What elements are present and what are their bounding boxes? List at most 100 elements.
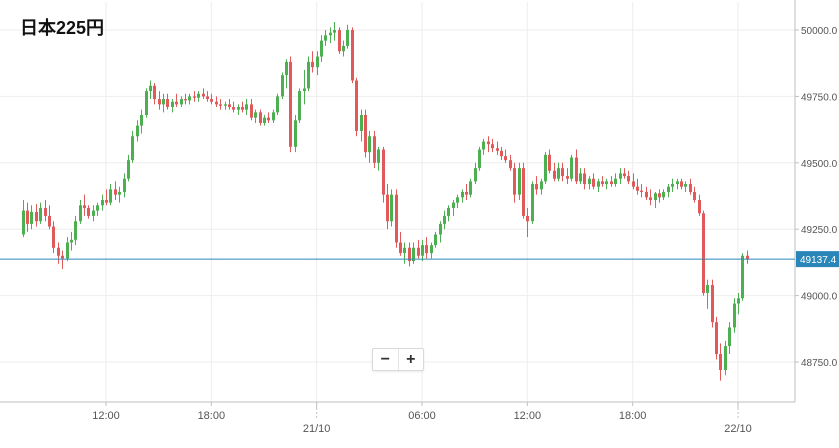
candle-body bbox=[434, 234, 437, 246]
candle bbox=[158, 91, 161, 110]
candle-body bbox=[136, 125, 139, 137]
candle bbox=[105, 189, 108, 206]
candle bbox=[583, 168, 586, 190]
candle-body bbox=[175, 101, 178, 105]
candle bbox=[461, 189, 464, 203]
candle-body bbox=[548, 154, 551, 171]
candle bbox=[698, 194, 701, 216]
candle-body bbox=[74, 221, 77, 240]
current-price-label: 49137.4 bbox=[800, 255, 837, 266]
candle bbox=[706, 279, 709, 309]
candle bbox=[658, 189, 661, 203]
candle bbox=[610, 176, 613, 187]
candle-body bbox=[311, 61, 314, 68]
candle bbox=[320, 35, 323, 62]
candle bbox=[627, 170, 630, 185]
candle-body bbox=[35, 211, 38, 222]
candle bbox=[83, 194, 86, 216]
zoom-in-button[interactable]: + bbox=[397, 349, 424, 370]
candle bbox=[592, 173, 595, 190]
x-tick-label: 22/10 bbox=[724, 423, 752, 435]
candle bbox=[605, 178, 608, 190]
candle-body bbox=[202, 93, 205, 97]
candle-body bbox=[245, 104, 248, 110]
candle bbox=[368, 130, 371, 163]
minus-icon: − bbox=[380, 350, 390, 368]
candle-body bbox=[474, 168, 477, 182]
candle-body bbox=[105, 199, 108, 203]
candle bbox=[342, 40, 345, 57]
candle bbox=[465, 184, 468, 200]
candle bbox=[303, 69, 306, 105]
candle bbox=[667, 184, 670, 198]
candle bbox=[281, 72, 284, 100]
candle-body bbox=[118, 192, 121, 195]
candle-body bbox=[579, 173, 582, 182]
candle-body bbox=[399, 242, 402, 254]
candle bbox=[632, 173, 635, 190]
candle bbox=[162, 93, 165, 113]
candle bbox=[456, 194, 459, 208]
x-tick-label: 21/10 bbox=[303, 423, 331, 435]
candle-body bbox=[496, 148, 499, 151]
candle bbox=[254, 109, 257, 123]
candle-body bbox=[351, 30, 354, 81]
candle-body bbox=[535, 184, 538, 190]
candle-body bbox=[193, 96, 196, 98]
candle bbox=[597, 178, 600, 193]
candle-body bbox=[711, 284, 714, 323]
candle-body bbox=[109, 189, 112, 203]
candle bbox=[417, 239, 420, 259]
candle bbox=[136, 120, 139, 142]
plus-icon: + bbox=[406, 350, 416, 368]
x-tick-label: 06:00 bbox=[408, 410, 436, 422]
candle-body bbox=[540, 181, 543, 190]
candle bbox=[500, 146, 503, 161]
candle bbox=[535, 176, 538, 195]
candle-body bbox=[469, 181, 472, 195]
candle bbox=[224, 101, 227, 110]
zoom-out-button[interactable]: − bbox=[373, 349, 398, 370]
candle-body bbox=[597, 181, 600, 187]
candle-body bbox=[210, 99, 213, 102]
candle-body bbox=[421, 245, 424, 256]
candle-body bbox=[254, 112, 257, 118]
candle-body bbox=[114, 189, 117, 195]
candle bbox=[250, 99, 253, 121]
candle-body bbox=[601, 181, 604, 185]
candle bbox=[145, 88, 148, 118]
candle-body bbox=[272, 112, 275, 121]
candle bbox=[26, 202, 29, 232]
candle bbox=[237, 104, 240, 115]
candle bbox=[662, 189, 665, 200]
x-tick-label: 18:00 bbox=[619, 410, 647, 422]
candle-body bbox=[158, 99, 161, 105]
candle bbox=[715, 316, 718, 360]
candle bbox=[566, 168, 569, 185]
candle bbox=[30, 205, 33, 230]
candle bbox=[390, 189, 393, 227]
candle-body bbox=[733, 303, 736, 328]
candle bbox=[39, 202, 42, 224]
candle bbox=[421, 239, 424, 262]
chart-title: 日本225円 bbox=[20, 18, 105, 38]
candle-body bbox=[329, 32, 332, 36]
candle bbox=[733, 298, 736, 333]
candle-body bbox=[509, 160, 512, 169]
candle-body bbox=[298, 91, 301, 121]
candle bbox=[74, 215, 77, 246]
y-tick-label: 50000.0 bbox=[801, 26, 838, 37]
candle bbox=[408, 242, 411, 267]
candle bbox=[689, 178, 692, 195]
candle bbox=[70, 231, 73, 251]
candle bbox=[636, 178, 639, 195]
candle-body bbox=[294, 120, 297, 147]
candle-body bbox=[680, 181, 683, 187]
candle-body bbox=[184, 99, 187, 101]
candle-body bbox=[575, 157, 578, 182]
candle-body bbox=[377, 149, 380, 163]
candle-body bbox=[44, 207, 47, 216]
candle-body bbox=[715, 322, 718, 355]
